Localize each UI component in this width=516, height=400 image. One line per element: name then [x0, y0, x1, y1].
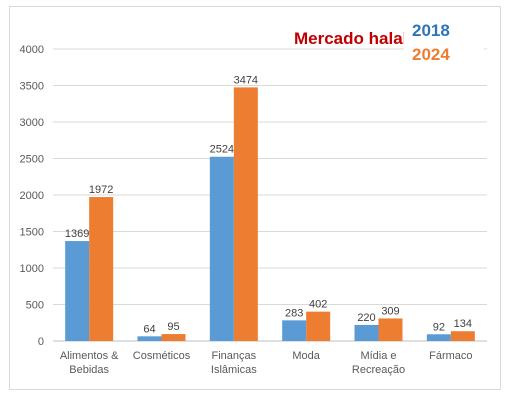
x-category-label: Finanças Islâmicas	[211, 350, 257, 376]
x-category-label: Alimentos & Bebidas	[60, 350, 119, 376]
bar-2024	[89, 197, 114, 341]
data-label-2018: 64	[143, 323, 155, 335]
y-tick-label: 1000	[20, 263, 44, 275]
data-label-2018: 92	[433, 321, 445, 333]
x-category-label: Moda	[292, 350, 320, 362]
bar-2024	[450, 331, 475, 341]
y-tick-label: 1500	[20, 227, 44, 239]
y-tick-label: 3000	[20, 117, 44, 129]
x-category-label: Mídia e Recreação	[352, 350, 405, 376]
bar-2024	[306, 311, 331, 341]
y-tick-label: 0	[38, 336, 44, 348]
y-axis: 0 500 1000 1500 2000 2500 3000 3500 4000	[20, 44, 44, 348]
y-tick-label: 500	[26, 300, 44, 312]
bar-2018	[426, 334, 451, 341]
data-label-2024: 95	[167, 321, 179, 333]
data-labels: 1369 64 2524 283 220 92 1972 95 3474 402 309 134	[65, 74, 472, 335]
x-axis: Alimentos & Bebidas Cosméticos Finanças Islâ…	[60, 350, 473, 376]
legend-box	[404, 17, 484, 69]
data-label-2024: 134	[454, 318, 472, 330]
legend-entry-2024: 2024	[412, 45, 450, 64]
chart-title: Mercado halal	[294, 29, 407, 48]
y-tick-label: 4000	[20, 44, 44, 56]
bar-2024	[378, 318, 403, 341]
y-tick-label: 2000	[20, 190, 44, 202]
data-label-2024: 309	[381, 305, 399, 317]
y-tick-label: 2500	[20, 154, 44, 166]
x-category-label: Fármaco	[429, 350, 472, 362]
data-label-2018: 1369	[65, 228, 89, 240]
legend-entry-2018: 2018	[412, 21, 450, 40]
data-label-2018: 283	[285, 307, 303, 319]
bar-2018	[137, 336, 162, 341]
data-label-2024: 402	[309, 299, 327, 311]
y-tick-label: 3500	[20, 81, 44, 93]
bar-2018	[65, 241, 90, 341]
bar-2024	[161, 334, 186, 341]
x-category-label: Cosméticos	[133, 350, 191, 362]
data-label-2018: 220	[357, 312, 375, 324]
data-label-2024: 1972	[89, 184, 113, 196]
data-label-2018: 2524	[210, 144, 234, 156]
bars	[65, 87, 475, 341]
bar-2018	[282, 320, 307, 341]
bar-2018	[354, 324, 379, 341]
data-label-2024: 3474	[234, 74, 258, 86]
bar-2024	[233, 87, 258, 341]
bar-2018	[209, 156, 234, 341]
gridlines	[53, 48, 487, 342]
